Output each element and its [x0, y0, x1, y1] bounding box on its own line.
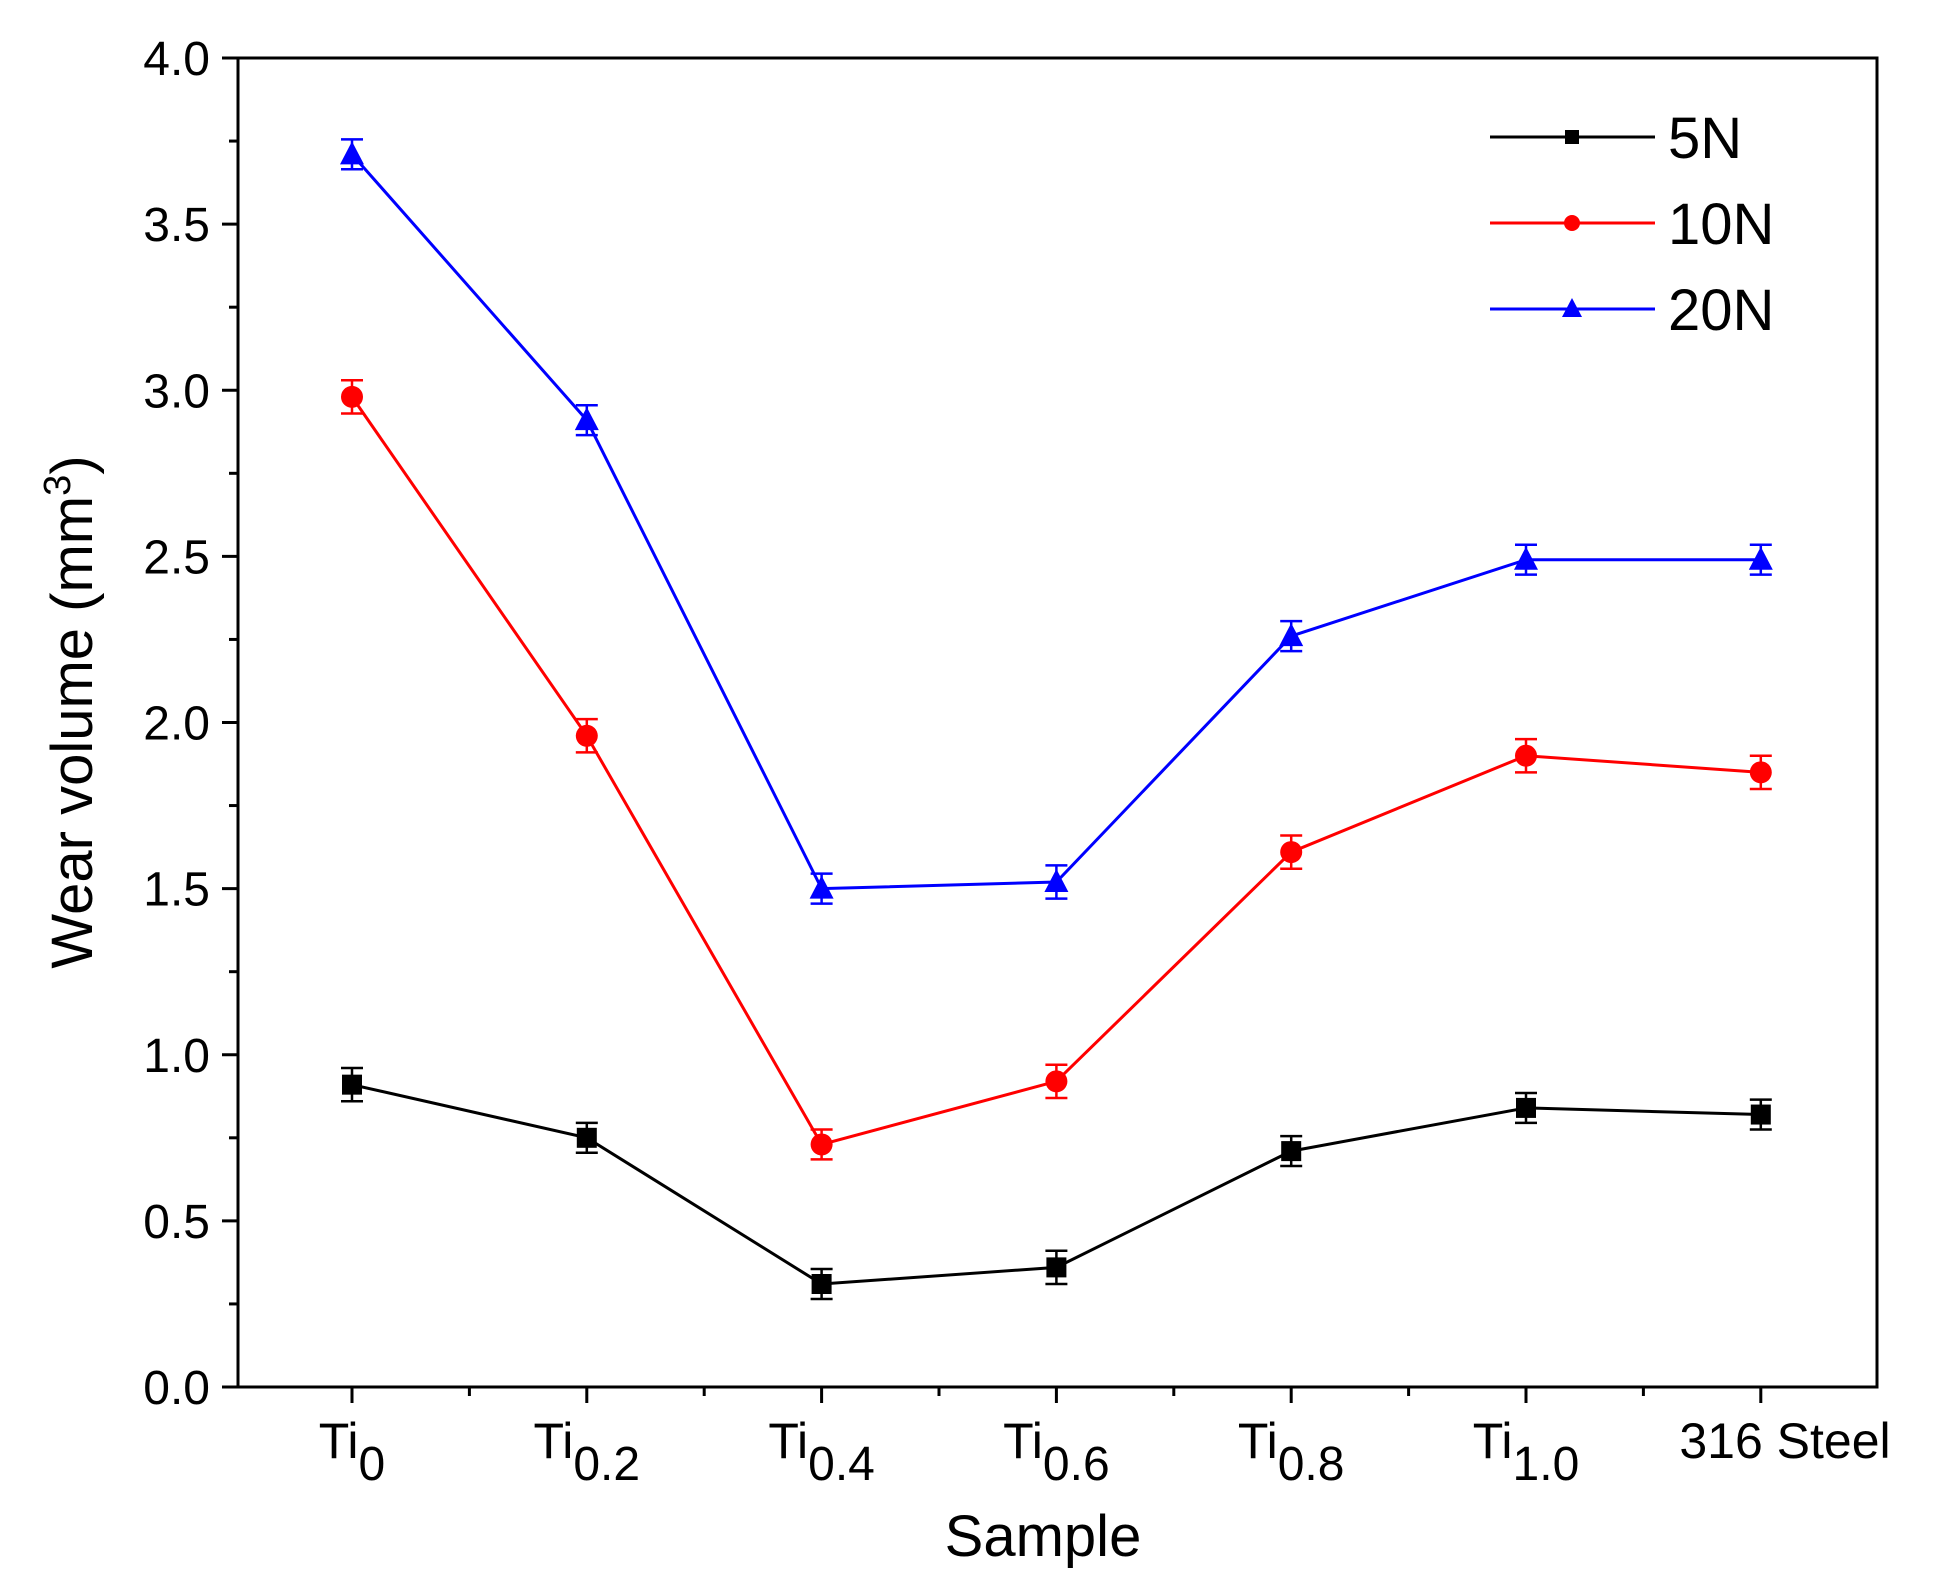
data-point-square: [1516, 1097, 1536, 1118]
data-point-square: [342, 1074, 362, 1095]
x-tick-label-base: Ti: [1003, 1413, 1043, 1469]
data-point-triangle: [1044, 868, 1069, 892]
legend-label: 20N: [1668, 278, 1774, 343]
x-tick-label: Ti0.8: [1238, 1413, 1345, 1491]
data-point-triangle: [1748, 546, 1773, 570]
x-tick-label-base: Ti: [319, 1413, 359, 1469]
x-tick-label: Ti0.4: [768, 1413, 875, 1491]
series-layer: [340, 138, 1773, 1301]
data-point-circle: [1515, 744, 1537, 767]
data-point-square: [811, 1274, 832, 1295]
x-tick-label-subscript: 0.6: [1043, 1438, 1110, 1491]
x-axis-label: Sample: [945, 1504, 1142, 1569]
x-tick-label-base: Ti: [1238, 1413, 1278, 1469]
legend-marker-circle: [1564, 215, 1580, 231]
y-tick-label: 1.5: [143, 864, 210, 917]
y-tick-label: 0.5: [143, 1196, 210, 1249]
y-tick-label: 2.5: [143, 531, 210, 584]
x-tick-label: Ti1.0: [1473, 1413, 1580, 1491]
series-5N: [341, 1066, 1772, 1301]
data-point-circle: [1045, 1070, 1068, 1093]
legend: 5N 10N 20N: [1490, 106, 1774, 343]
plot-frame: [236, 56, 1879, 1389]
legend-marker-square: [1565, 130, 1579, 144]
data-point-circle: [575, 724, 598, 747]
x-tick-label-base: Ti: [1473, 1413, 1513, 1469]
y-tick-label: 1.0: [143, 1030, 210, 1083]
data-point-square: [1046, 1257, 1067, 1278]
x-tick-label-subscript: 0.4: [808, 1438, 875, 1491]
x-tick-label: Ti0.6: [1003, 1413, 1110, 1491]
data-point-triangle: [340, 141, 364, 165]
x-tick-label: Ti0.2: [534, 1413, 641, 1491]
y-axis-label-text: Wear volume (mm: [40, 496, 105, 969]
x-tick-label-base: Ti: [534, 1413, 574, 1469]
legend-item-5N: 5N: [1490, 106, 1742, 171]
y-axis-label-superscript: 3: [37, 475, 79, 496]
data-point-circle: [341, 385, 363, 408]
y-tick-label: 3.5: [143, 199, 210, 252]
data-point-circle: [1280, 841, 1303, 864]
data-point-square: [1281, 1141, 1302, 1162]
y-tick-label: 2.0: [143, 698, 210, 751]
legend-marker-triangle: [1562, 298, 1582, 317]
y-axis-label: Wear volume (mm3): [37, 455, 105, 968]
data-point-square: [1750, 1104, 1771, 1125]
legend-label: 5N: [1668, 106, 1742, 171]
data-point-triangle: [809, 875, 834, 899]
data-point-triangle: [1279, 623, 1304, 647]
data-point-circle: [1749, 761, 1772, 784]
data-point-circle: [810, 1133, 833, 1156]
x-tick-label-base: 316 Steel: [1679, 1413, 1890, 1469]
x-tick-label: 316 Steel: [1679, 1413, 1890, 1469]
data-point-triangle: [574, 407, 599, 431]
x-tick-label-subscript: 1.0: [1513, 1438, 1580, 1491]
x-tick-label-base: Ti: [768, 1413, 808, 1469]
series-line: [350, 153, 1761, 891]
series-line: [350, 396, 1761, 1147]
x-tick-label-subscript: 0: [359, 1438, 386, 1491]
y-tick-label: 0.0: [143, 1362, 210, 1415]
series-10N: [341, 379, 1772, 1161]
y-axis-label-close: ): [40, 455, 105, 474]
legend-item-20N: 20N: [1490, 278, 1774, 343]
data-point-square: [576, 1127, 597, 1148]
y-tick-label: 4.0: [143, 33, 210, 86]
legend-item-10N: 10N: [1490, 192, 1774, 257]
x-tick-label-subscript: 0.2: [573, 1438, 640, 1491]
x-tick-label-subscript: 0.8: [1278, 1438, 1345, 1491]
x-tick-label: Ti0: [319, 1413, 386, 1491]
data-point-triangle: [1514, 546, 1538, 570]
series-20N: [340, 138, 1773, 905]
y-tick-label: 3.0: [143, 365, 210, 418]
legend-label: 10N: [1668, 192, 1774, 257]
